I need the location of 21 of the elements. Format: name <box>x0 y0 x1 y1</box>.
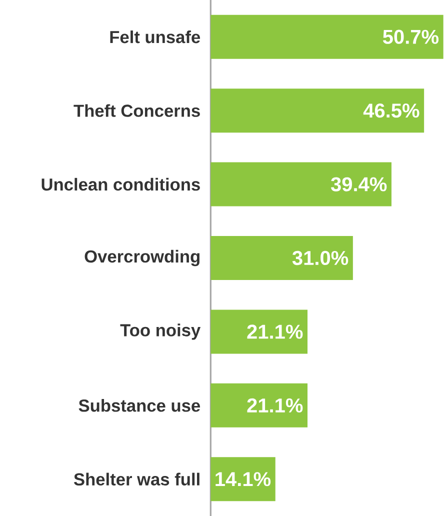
data-label: 39.4% <box>330 177 387 192</box>
bar <box>210 236 353 280</box>
y-tick-label: Substance use <box>78 399 200 412</box>
bar <box>210 310 308 354</box>
bar <box>210 88 424 133</box>
data-label: 50.7% <box>382 30 439 44</box>
data-label: 46.5% <box>363 103 420 118</box>
y-tick-label: Unclean conditions <box>42 178 200 191</box>
data-label: 14.1% <box>216 472 271 486</box>
y-tick-label: Too noisy <box>120 324 201 340</box>
data-label: 21.1% <box>247 398 303 412</box>
data-label: 31.0% <box>292 250 348 266</box>
bar <box>210 383 308 428</box>
y-tick-label: Shelter was full <box>74 472 200 486</box>
data-label: 21.1% <box>247 324 303 339</box>
y-tick-label: Theft Concerns <box>74 104 200 117</box>
y-tick-label: Felt unsafe <box>110 30 200 44</box>
bar <box>210 162 392 206</box>
bar <box>210 457 276 502</box>
y-tick-label: Overcrowding <box>84 250 200 266</box>
bar <box>210 14 444 59</box>
